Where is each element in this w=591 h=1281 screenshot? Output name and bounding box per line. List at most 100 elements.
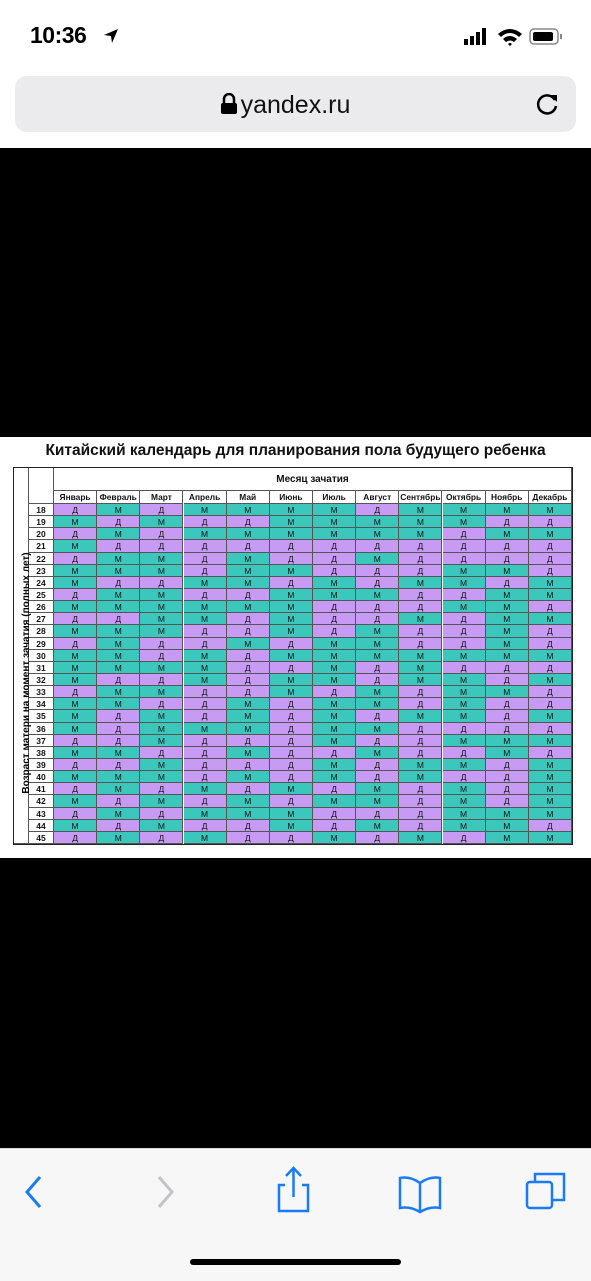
cell: Д [183,819,227,832]
cell: Д [54,759,98,772]
cell: М [269,686,313,699]
age: 41 [29,783,54,796]
cell: М [356,819,400,832]
cell: Д [399,601,443,614]
cell: М [485,589,529,602]
cell: Д [269,795,313,808]
cell: М [226,601,270,614]
status-icons [464,28,562,46]
cell: М [313,698,357,711]
cell: Д [226,831,270,844]
cell: Д [140,528,184,541]
cell: Д [442,589,486,602]
cell: М [140,516,184,529]
cell: М [269,504,313,517]
cell: М [226,637,270,650]
cell: М [54,795,98,808]
cell: Д [226,734,270,747]
month-header: Август [356,491,400,504]
cell: М [528,807,572,820]
cell: М [356,722,400,735]
cell: Д [183,637,227,650]
cell: Д [183,759,227,772]
cell: М [226,528,270,541]
tabs-button[interactable] [525,1172,566,1210]
cell: М [442,795,486,808]
cell: Д [528,601,572,614]
cell: Д [269,831,313,844]
cell: Д [97,540,141,553]
cell: Д [442,746,486,759]
cell: Д [226,613,270,626]
cell: М [485,746,529,759]
cell: М [399,613,443,626]
cell: М [183,661,227,674]
cell: Д [313,783,357,796]
cell: М [399,661,443,674]
cell: М [485,819,529,832]
cell: Д [140,807,184,820]
cell: Д [485,576,529,589]
age: 21 [29,540,54,553]
month-header: Май [226,491,270,504]
cell: Д [399,819,443,832]
cell: М [442,759,486,772]
cell: М [485,601,529,614]
url[interactable]: yandex.ru [240,91,351,119]
cell: Д [54,807,98,820]
cell: Д [399,698,443,711]
cell: М [528,528,572,541]
cell: Д [356,613,400,626]
cell: Д [269,540,313,553]
cell: Д [54,686,98,699]
cell: Д [399,783,443,796]
cell: М [269,589,313,602]
cell: М [54,674,98,687]
cell: Д [54,831,98,844]
cell: М [97,831,141,844]
cell: Д [269,661,313,674]
cell: М [528,589,572,602]
cell: М [313,589,357,602]
month-header: Июнь [269,491,313,504]
reload-button[interactable] [535,91,561,117]
cell: Д [54,783,98,796]
cell: Д [356,807,400,820]
calendar-table: Месяц зачатия Январь Февраль Март Апрель Май И… [13,467,573,845]
cell: Д [226,516,270,529]
cell: М [226,698,270,711]
cell: Д [183,589,227,602]
cell: М [269,613,313,626]
share-button[interactable] [277,1166,310,1213]
address-bar[interactable]: yandex.ru [15,76,576,132]
cell: Д [356,576,400,589]
cell: М [528,831,572,844]
cell: М [356,795,400,808]
age: 19 [29,516,54,529]
back-button[interactable] [25,1176,42,1208]
cell: Д [485,783,529,796]
cell: М [442,504,486,517]
cell: Д [269,759,313,772]
cell: М [485,686,529,699]
cell: М [97,783,141,796]
cell: Д [313,807,357,820]
cell: М [140,661,184,674]
age: 31 [29,661,54,674]
cell: Д [313,819,357,832]
cell: М [54,576,98,589]
cell: Д [226,819,270,832]
cell: Д [442,528,486,541]
bookmarks-button[interactable] [398,1176,442,1214]
cell: Д [485,674,529,687]
cell: Д [399,589,443,602]
cell: Д [485,540,529,553]
cell: Д [183,686,227,699]
toolbar-icons [25,1166,566,1214]
cell: М [528,674,572,687]
cell: Д [356,661,400,674]
forward-button[interactable] [157,1176,174,1208]
age: 27 [29,613,54,626]
cell: М [313,710,357,723]
age: 24 [29,576,54,589]
